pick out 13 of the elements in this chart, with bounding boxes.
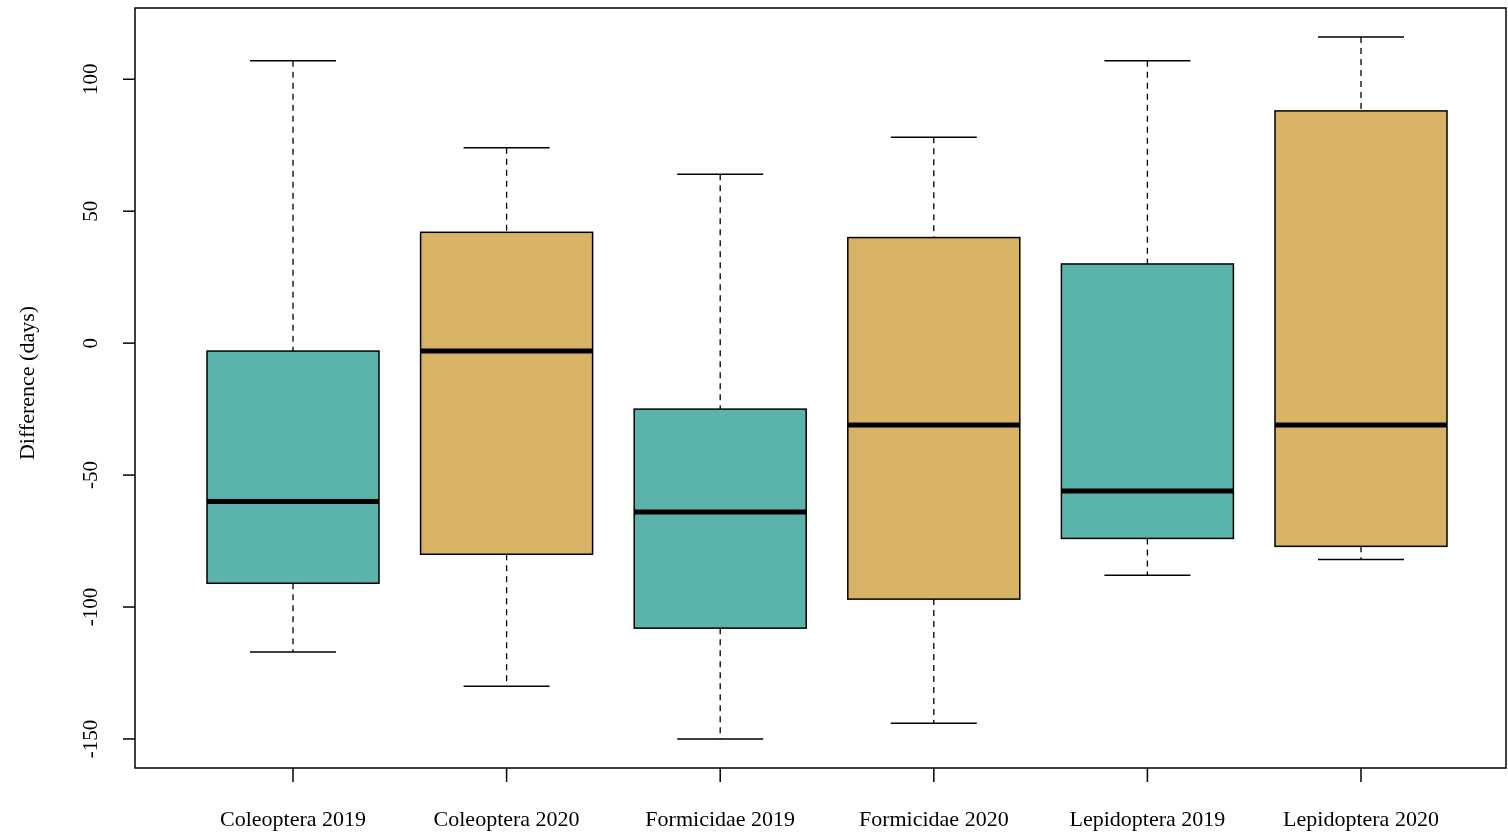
y-axis-title: Difference (days) — [14, 305, 39, 461]
y-tick-label: -50 — [78, 461, 102, 490]
x-tick-label: Coleoptera 2019 — [219, 806, 367, 831]
x-tick-label: Coleoptera 2020 — [433, 806, 580, 831]
x-tick-label: Formicidae 2019 — [645, 806, 796, 831]
x-tick-label: Lepidoptera 2020 — [1283, 806, 1439, 831]
x-tick-label: Lepidoptera 2019 — [1069, 806, 1226, 831]
y-tick-label: -150 — [78, 719, 102, 759]
y-tick-label: 50 — [78, 200, 102, 222]
x-tick-label: Formicidae 2020 — [858, 806, 1009, 831]
y-tick-label: 100 — [78, 63, 102, 95]
y-tick-label: 0 — [78, 337, 102, 349]
y-tick-label: -100 — [78, 587, 102, 627]
